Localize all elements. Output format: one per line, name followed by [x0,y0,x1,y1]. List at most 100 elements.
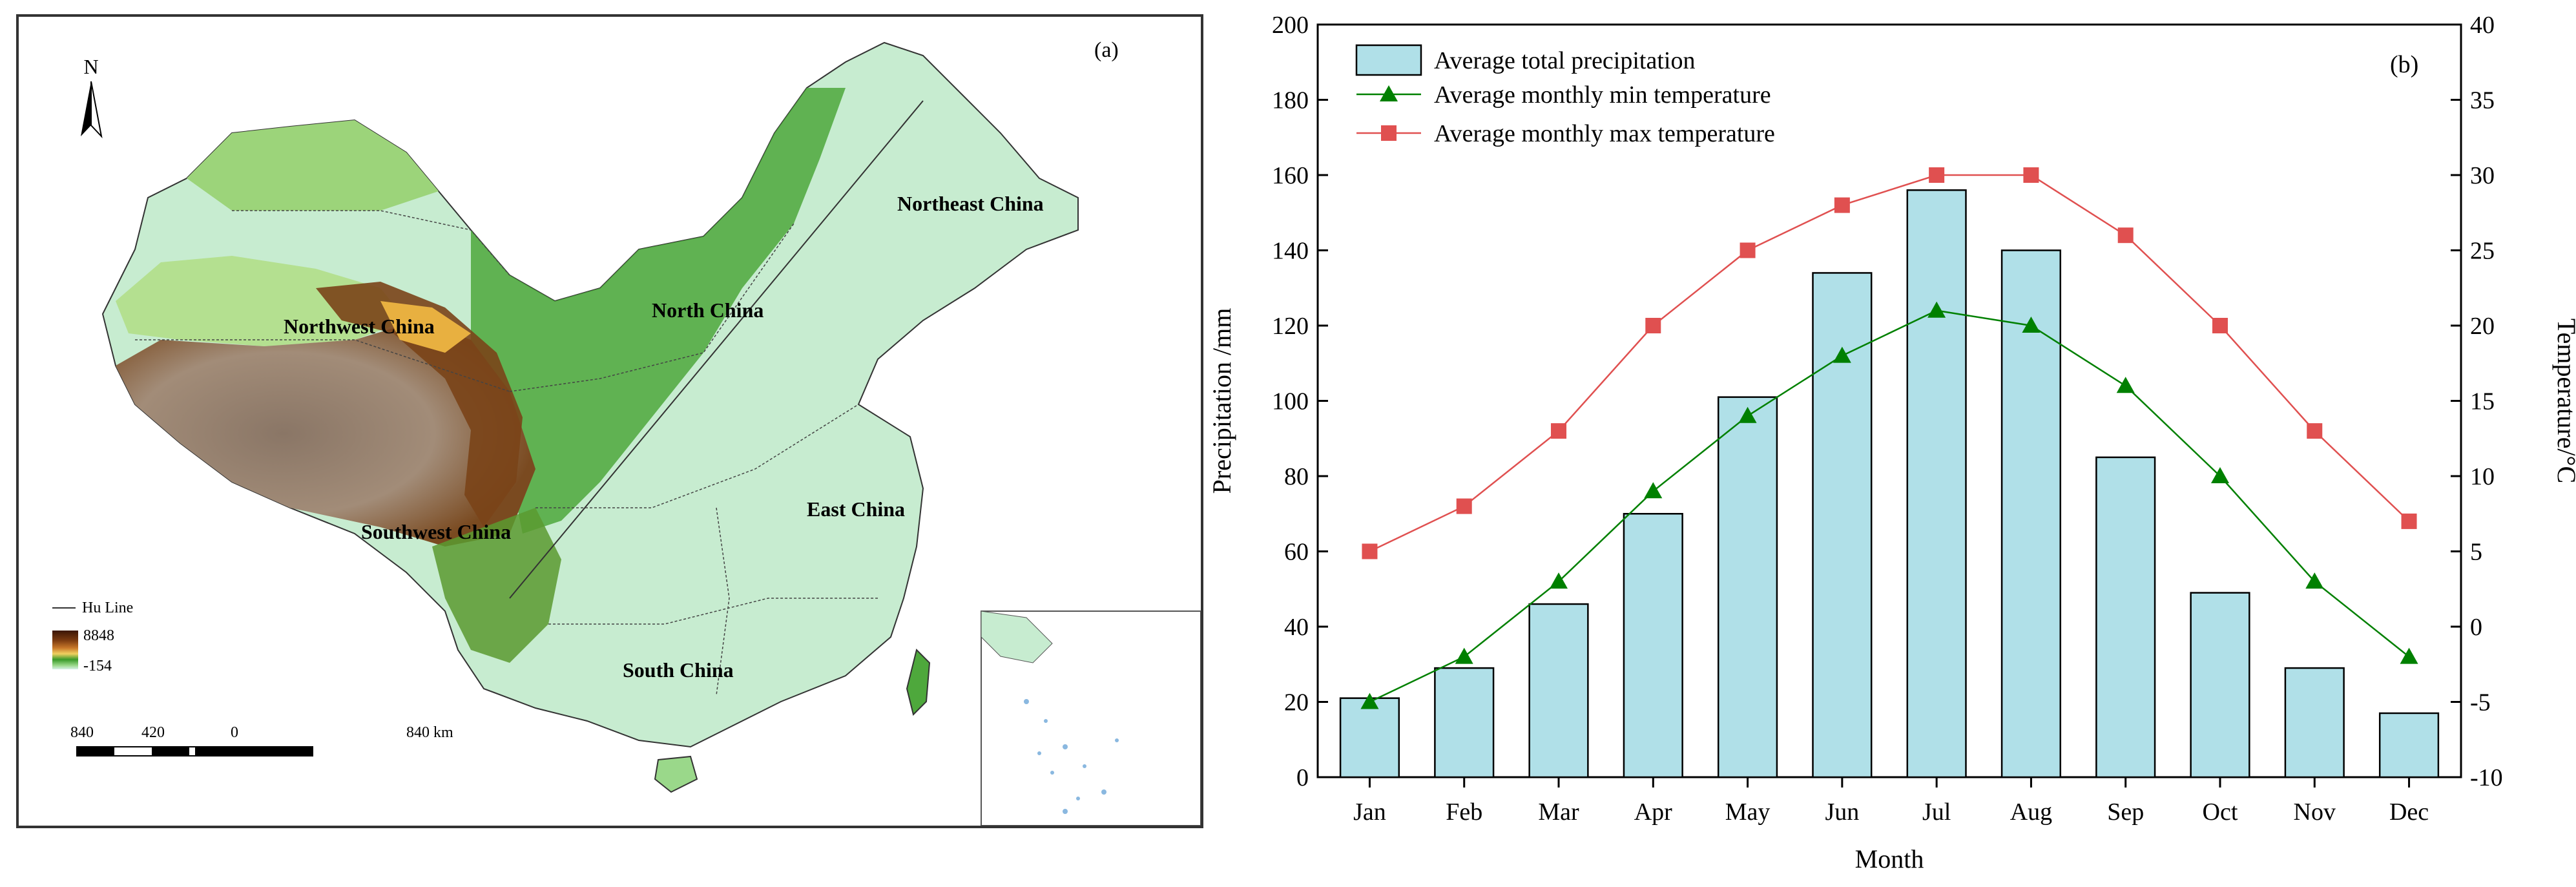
north-label: N [83,55,98,78]
south-china-sea-inset [981,610,1201,826]
region-label-northeast: Northeast China [897,192,1044,215]
north-arrow-icon: N [81,55,103,139]
hainan-island [654,755,698,793]
map-panel-label: (a) [1094,38,1119,62]
precipitation-bar [2190,592,2250,778]
region-label-northwest: Northwest China [284,315,435,338]
right-tick-label: -10 [2470,764,2503,791]
legend-min-label: Average monthly min temperature [1434,81,1771,109]
min-temperature-marker [1644,482,1663,499]
precipitation-bar [1906,189,1967,778]
left-tick-label: 120 [1272,313,1309,340]
x-tick-label: Jun [1825,798,1859,826]
right-tick-label: 35 [2470,87,2495,114]
map-panel: Northwest China North China Northeast Ch… [16,14,1203,828]
min-temperature-marker [1360,693,1379,709]
tibetan-plateau [116,320,535,547]
scale-bar: 840 420 0 840 km [70,724,453,757]
region-label-east: East China [807,497,905,521]
max-temperature-marker [1456,498,1472,514]
x-tick-label: Aug [2010,798,2052,826]
elevation-ramp-swatch [52,631,78,669]
china-elevation-map: Northwest China North China Northeast Ch… [52,38,1201,826]
x-axis-label: Month [1855,844,1924,873]
x-tick-label: May [1725,798,1771,826]
precipitation-bar [1339,697,1400,778]
right-tick-label: 30 [2470,162,2495,189]
right-tick-label: 40 [2470,12,2495,39]
max-temperature-marker [2307,423,2323,439]
max-temperature-marker [2117,227,2134,244]
region-label-south: South China [623,658,734,682]
min-temperature-marker [2210,467,2229,483]
legend-hu-line-label: Hu Line [82,600,133,616]
x-tick-label: Nov [2294,798,2336,826]
legend-min-marker [1380,85,1398,101]
precipitation-bar [1528,603,1589,778]
legend-precipitation-label: Average total precipitation [1434,47,1695,74]
north-steppe [187,120,439,211]
region-label-southwest: Southwest China [361,520,511,543]
left-tick-label: 140 [1272,238,1309,265]
hill-belt [471,88,846,534]
scale-tick-0: 0 [231,724,238,741]
legend-elev-min: -154 [83,658,112,674]
chart-panel-label: (b) [2390,51,2418,78]
max-temperature-marker [1834,197,1850,213]
max-temperature-marker [1645,318,1661,333]
min-temperature-marker [2400,647,2418,664]
max-temperature-marker [2023,167,2039,183]
right-tick-label: 25 [2470,238,2495,265]
right-tick-label: 0 [2470,614,2482,641]
min-temperature-marker [2305,572,2324,589]
left-tick-label: 0 [1296,764,1309,791]
legend-elev-max: 8848 [83,627,114,644]
min-temperature-marker [2022,317,2041,333]
max-temperature-marker [1551,423,1567,439]
highland-patch [380,301,471,353]
precipitation-bar [1717,396,1778,778]
legend-max-marker [1381,125,1397,141]
left-tick-label: 80 [1284,463,1309,490]
scale-tick-420: 420 [141,724,165,741]
x-tick-label: Dec [2389,798,2429,826]
taiwan-island [906,649,931,716]
max-temperature-line [1369,174,2410,552]
precipitation-bar [2284,667,2345,778]
precipitation-bar [2378,712,2440,778]
right-tick-label: -5 [2470,689,2491,716]
max-temperature-marker [1362,543,1378,559]
max-temperature-marker [2212,318,2228,333]
left-tick-label: 40 [1284,614,1309,641]
x-tick-label: Oct [2203,798,2238,826]
left-tick-label: 20 [1284,689,1309,716]
left-axis-label: Precipitation /mm [1207,308,1236,494]
precipitation-bar [1623,513,1683,778]
plateau-ridge [316,282,523,527]
right-tick-label: 10 [2470,463,2495,490]
southwest-mountains [432,508,561,663]
left-tick-label: 200 [1272,12,1309,39]
min-temperature-marker [1455,647,1473,664]
x-tick-label: Apr [1634,798,1672,826]
right-tick-label: 20 [2470,313,2495,340]
min-temperature-marker [1927,301,1946,318]
x-tick-label: Jul [1922,798,1951,826]
max-temperature-marker [1929,167,1945,183]
map-legend: Hu Line 8848 -154 [52,600,133,674]
x-tick-label: Jan [1353,798,1386,826]
left-tick-label: 160 [1272,162,1309,189]
left-tick-label: 100 [1272,388,1309,415]
min-temperature-marker [1738,406,1757,423]
min-temperature-marker [1833,346,1851,363]
hu-line [509,100,924,599]
tarim-basin [116,256,406,346]
left-tick-label: 60 [1284,539,1309,566]
legend-precipitation-swatch [1355,44,1422,76]
precipitation-bar [2095,456,2156,778]
max-temperature-marker [2401,513,2417,529]
scale-tick-840-left: 840 [70,724,94,741]
min-temperature-marker [2116,377,2135,393]
left-tick-label: 180 [1272,87,1309,114]
